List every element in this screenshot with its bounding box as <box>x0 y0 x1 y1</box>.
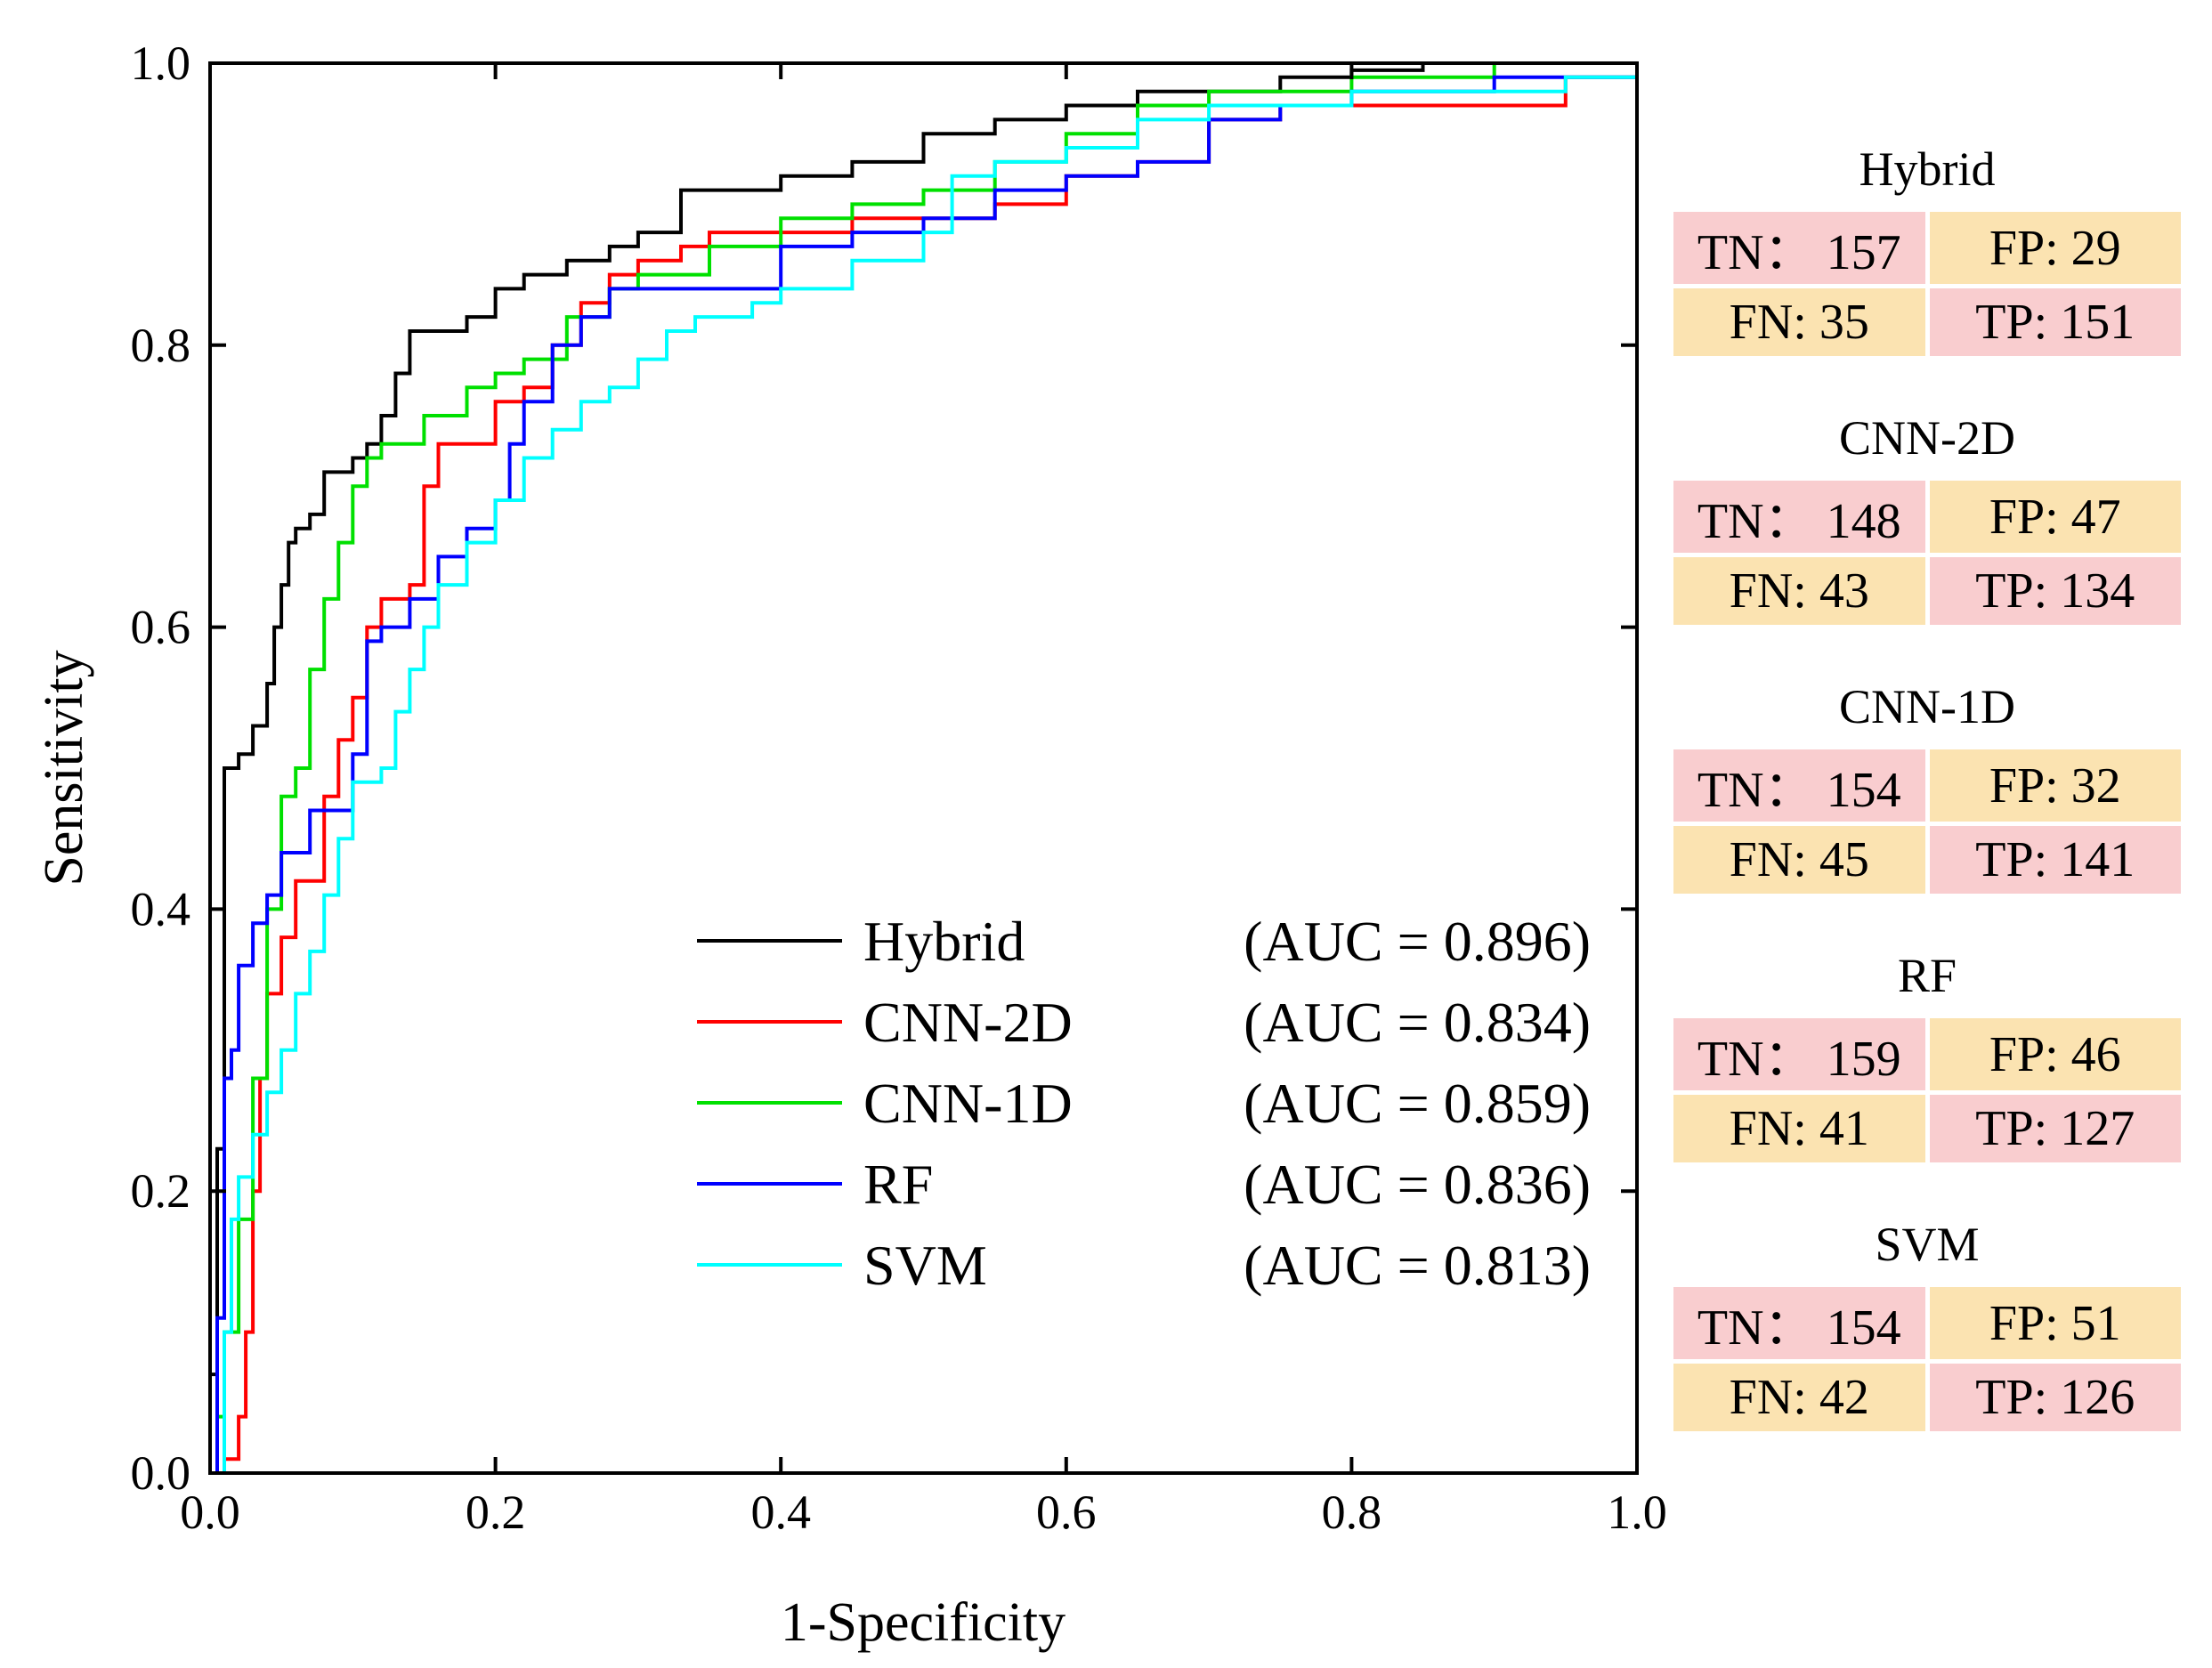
confusion-matrix-cnn-1d: TN： 154 FP: 32 FN: 45 TP: 141 <box>1673 749 2181 894</box>
axis-ticks: 0.0 0.2 0.4 0.6 0.8 1.0 0.0 0.2 0.4 0.6 0.8 1.0 <box>131 36 1667 1539</box>
cm-cell-tp: TP: 134 <box>1929 557 2181 625</box>
confusion-matrix-cnn-2d: TN： 148 FP: 47 FN: 43 TP: 134 <box>1673 481 2181 625</box>
legend-auc-hybrid: (AUC = 0.896) <box>1244 910 1591 973</box>
y-tick-label: 0.8 <box>131 319 191 372</box>
cm-cell-tp: TP: 141 <box>1929 826 2181 894</box>
cm-cell-tn: TN： 154 <box>1673 1287 1925 1359</box>
x-tick-label: 0.4 <box>750 1486 811 1539</box>
legend-label-cnn-1d: CNN-1D <box>863 1072 1073 1135</box>
cm-cell-fn: FN: 43 <box>1673 557 1925 625</box>
legend-label-rf: RF <box>863 1153 933 1216</box>
y-tick-label: 0.0 <box>131 1446 191 1500</box>
cm-title-hybrid: Hybrid <box>1859 142 1996 196</box>
cm-cell-tp: TP: 126 <box>1929 1364 2181 1431</box>
legend-auc-svm: (AUC = 0.813) <box>1244 1234 1591 1297</box>
legend-auc-cnn-2d: (AUC = 0.834) <box>1244 991 1591 1054</box>
x-tick-label: 0.2 <box>466 1486 526 1539</box>
cm-cell-fp: FP: 46 <box>1929 1018 2181 1090</box>
y-axis-label: Sensitivity <box>34 650 94 886</box>
cm-cell-fn: FN: 45 <box>1673 826 1925 894</box>
y-tick-label: 0.6 <box>131 601 191 654</box>
roc-curves <box>208 61 1639 1475</box>
cm-cell-fp: FP: 47 <box>1929 481 2181 553</box>
cm-cell-fn: FN: 35 <box>1673 288 1925 356</box>
legend-label-cnn-2d: CNN-2D <box>863 991 1073 1054</box>
x-tick-label: 0.8 <box>1322 1486 1382 1539</box>
cm-cell-tp: TP: 151 <box>1929 288 2181 356</box>
x-tick-label: 1.0 <box>1607 1486 1667 1539</box>
x-tick-label: 0.6 <box>1036 1486 1097 1539</box>
roc-curve-hybrid <box>208 61 1637 1473</box>
cm-cell-fp: FP: 51 <box>1929 1287 2181 1359</box>
confusion-matrix-svm: TN： 154 FP: 51 FN: 42 TP: 126 <box>1673 1287 2181 1431</box>
cm-cell-fp: FP: 32 <box>1929 749 2181 822</box>
legend: Hybrid (AUC = 0.896) CNN-2D (AUC = 0.834) CN… <box>697 910 1591 1297</box>
cm-cell-tn: TN： 148 <box>1673 481 1925 553</box>
cm-cell-tn: TN： 157 <box>1673 212 1925 284</box>
roc-curve-svm <box>210 63 1639 1475</box>
cm-cell-tp: TP: 127 <box>1929 1095 2181 1162</box>
cm-cell-fn: FN: 42 <box>1673 1364 1925 1431</box>
y-tick-label: 0.2 <box>131 1164 191 1218</box>
cm-title-rf: RF <box>1897 949 1957 1002</box>
y-tick-label: 0.4 <box>131 882 191 935</box>
roc-curve-rf <box>210 63 1639 1475</box>
y-tick-label: 1.0 <box>131 36 191 90</box>
plot-frame <box>208 61 1639 1475</box>
legend-label-hybrid: Hybrid <box>863 910 1025 973</box>
legend-auc-cnn-1d: (AUC = 0.859) <box>1244 1072 1591 1135</box>
x-axis-label: 1-Specificity <box>781 1592 1065 1653</box>
cm-cell-fp: FP: 29 <box>1929 212 2181 284</box>
x-tick-label: 0.0 <box>180 1486 240 1539</box>
confusion-matrix-rf: TN： 159 FP: 46 FN: 41 TP: 127 <box>1673 1018 2181 1162</box>
cm-cell-tn: TN： 154 <box>1673 749 1925 822</box>
cm-title-cnn-1d: CNN-1D <box>1839 680 2015 733</box>
confusion-matrix-hybrid: TN： 157 FP: 29 FN: 35 TP: 151 <box>1673 212 2181 356</box>
legend-label-svm: SVM <box>863 1234 987 1297</box>
cm-title-svm: SVM <box>1875 1218 1980 1271</box>
cm-cell-tn: TN： 159 <box>1673 1018 1925 1090</box>
cm-cell-fn: FN: 41 <box>1673 1095 1925 1162</box>
cm-title-cnn-2d: CNN-2D <box>1839 411 2015 465</box>
legend-auc-rf: (AUC = 0.836) <box>1244 1153 1591 1216</box>
